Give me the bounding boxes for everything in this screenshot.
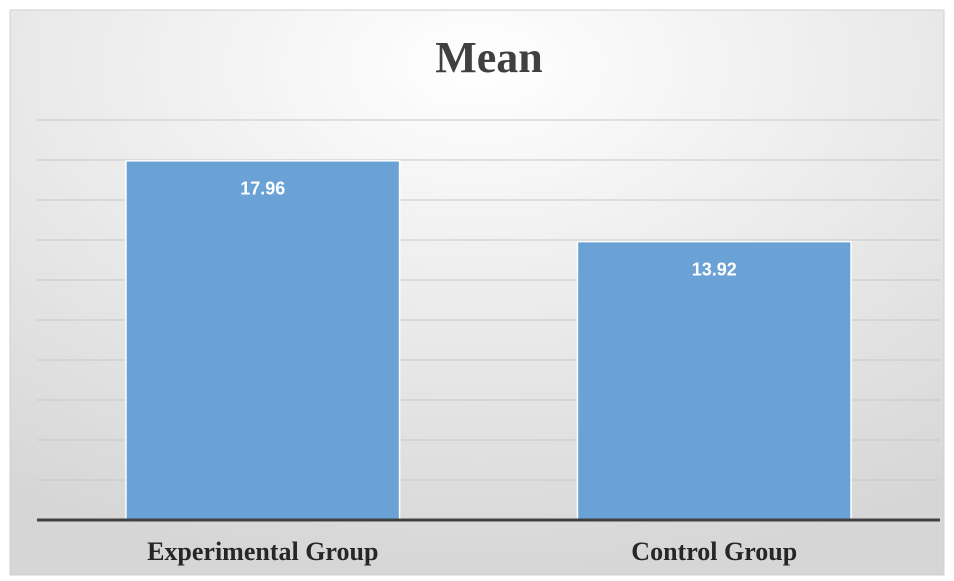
- x-tick-label: Experimental Group: [147, 537, 378, 566]
- data-label: 17.96: [240, 179, 285, 199]
- chart-title: Mean: [435, 33, 543, 82]
- x-tick-label: Control Group: [631, 537, 797, 566]
- bar: [125, 160, 401, 521]
- data-label: 13.92: [692, 259, 737, 279]
- bar: [576, 240, 852, 521]
